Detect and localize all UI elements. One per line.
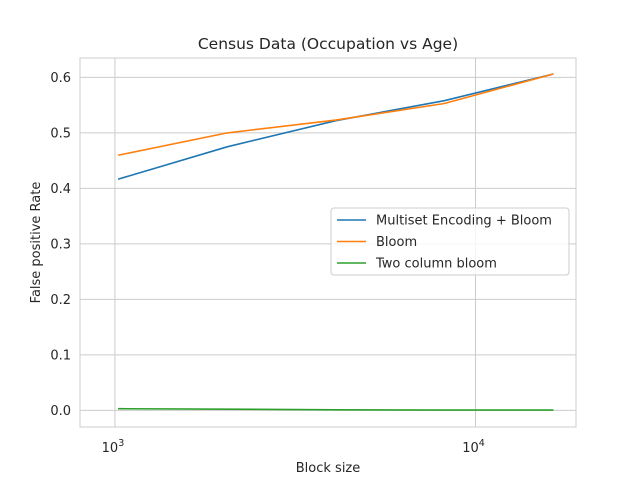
chart-title: Census Data (Occupation vs Age) bbox=[198, 35, 458, 53]
y-tick-label: 0.2 bbox=[50, 293, 71, 308]
series-line bbox=[117, 407, 554, 411]
plot-area-frame bbox=[79, 57, 577, 428]
y-tick-label: 0.1 bbox=[50, 348, 71, 363]
legend-frame bbox=[330, 207, 570, 276]
legend: Multiset Encoding + Bloom Bloom Two column… bbox=[330, 207, 570, 276]
series-line bbox=[117, 73, 554, 180]
y-tick-label: 0.6 bbox=[50, 71, 71, 86]
x-axis-label: Block size bbox=[296, 461, 361, 476]
legend-label: Two column bloom bbox=[375, 257, 497, 272]
series-line bbox=[117, 73, 554, 156]
y-tick-label: 0.4 bbox=[50, 182, 71, 197]
tick-labels: 0.0 0.1 0.2 0.3 0.4 0.5 0.6 103 104 bbox=[50, 71, 484, 456]
y-tick-label: 0.5 bbox=[50, 126, 71, 141]
y-tick-label: 0.3 bbox=[50, 237, 71, 252]
series-lines bbox=[117, 73, 554, 411]
x-tick-label: 103 bbox=[102, 438, 125, 456]
x-tick-label: 104 bbox=[462, 438, 485, 456]
y-tick-label: 0.0 bbox=[50, 404, 71, 419]
legend-label: Bloom bbox=[376, 235, 417, 250]
legend-label: Multiset Encoding + Bloom bbox=[376, 214, 552, 229]
y-axis-label: False positive Rate bbox=[29, 182, 44, 304]
